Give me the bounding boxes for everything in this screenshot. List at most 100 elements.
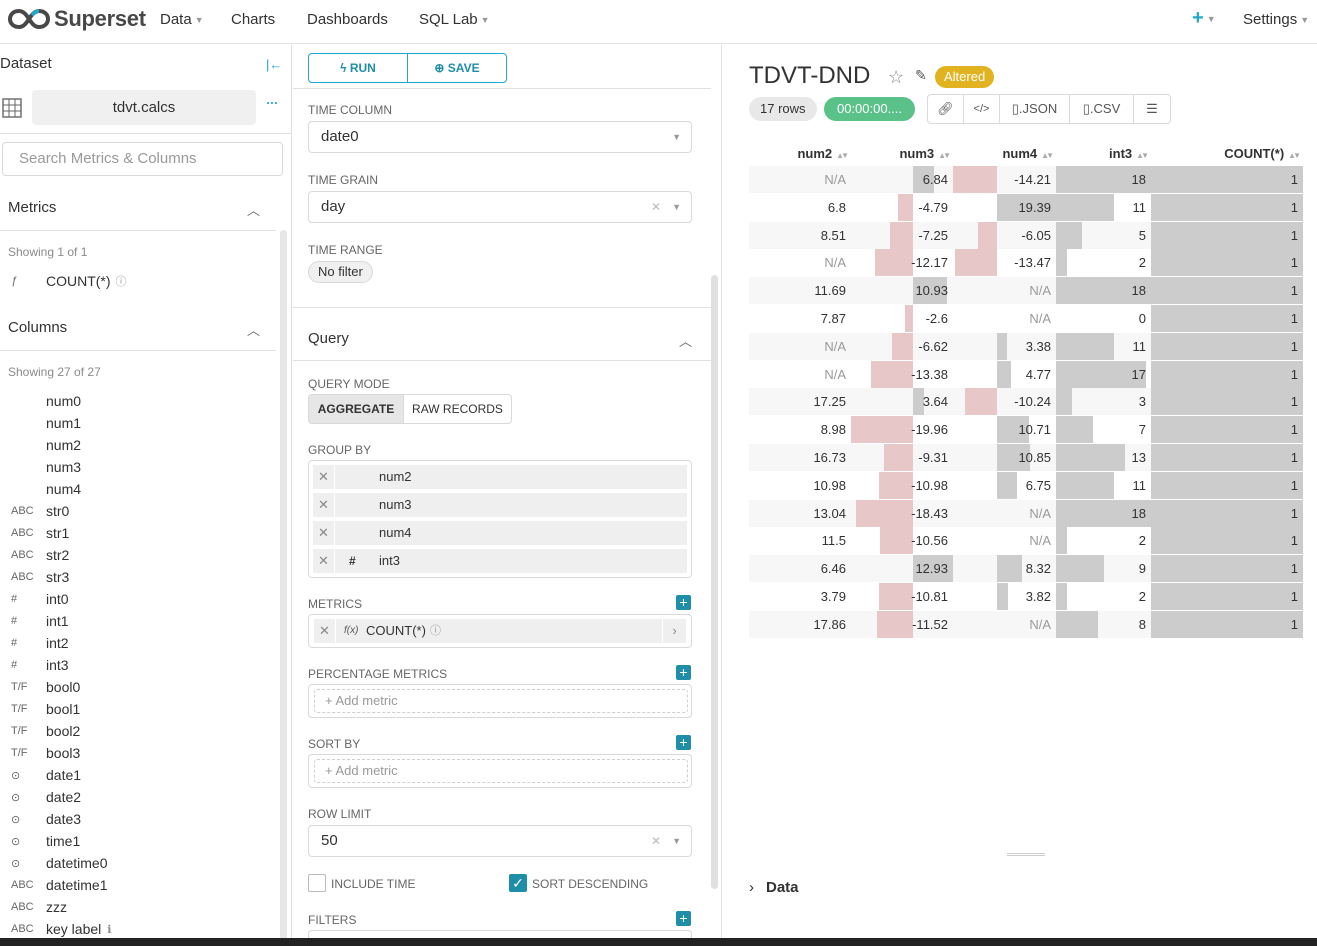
chevron-up-icon[interactable]: ︿ [247,323,261,338]
raw-records-mode-button[interactable]: RAW RECORDS [403,394,512,424]
export-csv-button[interactable]: ▯.CSV [1070,95,1134,123]
time-range-pill[interactable]: No filter [308,261,373,283]
add-metric-placeholder[interactable]: + Add metric [314,759,688,783]
column-item[interactable]: ⊙ time1 [8,830,80,852]
save-button[interactable]: ⊕ SAVE [407,53,507,83]
column-item[interactable]: ABC datetime1 [8,874,107,896]
metric-chip[interactable]: ✕ f(x) COUNT(*) ⓘ › [314,619,686,643]
data-section-toggle[interactable]: › Data [749,879,799,896]
percentage-metrics-box[interactable]: + Add metric [308,684,692,718]
export-json-button[interactable]: ▯.JSON [1000,95,1070,123]
column-item[interactable]: ⊙ date1 [8,764,81,786]
row-limit-select[interactable]: 50 ✕ ▼ [308,825,692,857]
column-item[interactable]: num4 [8,478,81,500]
superset-logo[interactable]: Superset [8,5,146,33]
clear-icon[interactable]: ✕ [650,834,661,848]
column-item[interactable]: T/F bool2 [8,720,80,742]
cell-bar [1056,555,1104,583]
remove-icon[interactable]: ✕ [313,549,335,573]
scrollbar[interactable] [711,275,718,889]
link-icon[interactable]: 🔗︎ [928,95,964,123]
group-by-chip[interactable]: ✕ # int3 [313,549,687,573]
nav-sqllab[interactable]: SQL Lab ▼ [419,11,490,28]
aggregate-mode-button[interactable]: AGGREGATE [308,394,404,424]
columns-section-title[interactable]: Columns [8,319,68,336]
resize-handle[interactable] [1007,853,1045,856]
chevron-up-icon[interactable]: ︿ [679,334,693,349]
remove-icon[interactable]: ✕ [313,521,335,545]
info-icon[interactable]: ℹ [107,923,112,936]
column-item[interactable]: num3 [8,456,81,478]
remove-icon[interactable]: ✕ [313,465,335,489]
question-circle-icon[interactable]: ⓘ [115,276,127,288]
column-item[interactable]: ⊙ date3 [8,808,81,830]
column-item[interactable]: T/F bool3 [8,742,80,764]
run-button[interactable]: ϟ RUN [308,53,408,83]
column-item[interactable]: ABC str1 [8,522,69,544]
column-header[interactable]: num4 ▲▼ [953,142,1056,166]
table-row: N/A -13.38 4.77 17 1 [749,360,1303,389]
column-header[interactable]: int3 ▲▼ [1056,142,1151,166]
chevron-right-icon[interactable]: › [662,619,686,643]
column-header[interactable]: num3 ▲▼ [851,142,953,166]
menu-icon[interactable]: ☰ [1146,101,1158,116]
add-metric-placeholder[interactable]: + Add metric [314,689,688,713]
column-item[interactable]: ABC key label ℹ [8,918,111,938]
chart-title[interactable]: TDVT-DND [749,62,871,89]
time-grain-select[interactable]: day ✕ ▼ [308,191,692,223]
edit-icon[interactable]: ✎ [915,67,927,83]
remove-icon[interactable]: ✕ [313,493,335,517]
time-column-select[interactable]: date0 ▼ [308,121,692,153]
embed-code-icon[interactable]: </> [964,95,1000,123]
column-item[interactable]: T/F bool1 [8,698,80,720]
metrics-section-title[interactable]: Metrics [8,199,57,216]
chevron-up-icon[interactable]: ︿ [247,203,261,218]
add-pct-metric-plus-icon[interactable]: + [676,665,691,680]
metrics-box[interactable]: ✕ f(x) COUNT(*) ⓘ › [308,614,692,648]
column-item[interactable]: ABC zzz [8,896,67,918]
column-item[interactable]: num0 [8,390,81,412]
group-by-chip[interactable]: ✕ num3 [313,493,687,517]
nav-data[interactable]: Data ▼ [160,11,204,28]
column-item[interactable]: # int1 [8,610,69,632]
nav-dashboards[interactable]: Dashboards [307,11,388,28]
dataset-name[interactable]: tdvt.calcs [32,90,256,125]
dataset-menu-icon[interactable]: ··· [265,92,279,112]
collapse-panel-icon[interactable]: |← [266,57,283,72]
altered-badge[interactable]: Altered [935,66,995,88]
remove-icon[interactable]: ✕ [314,619,336,643]
column-item[interactable]: T/F bool0 [8,676,80,698]
column-header[interactable]: COUNT(*) ▲▼ [1151,142,1303,166]
star-icon[interactable]: ☆ [888,67,905,87]
new-plus-button[interactable]: + ▼ [1192,7,1216,30]
query-section-title[interactable]: Query [308,330,349,347]
group-by-chip[interactable]: ✕ num2 [313,465,687,489]
column-item[interactable]: # int2 [8,632,69,654]
column-item[interactable]: num1 [8,412,81,434]
group-by-box[interactable]: ✕ num2 ✕ num3 ✕ num4 ✕ # int3 [308,460,692,578]
column-header[interactable]: num2 ▲▼ [749,142,851,166]
clear-icon[interactable]: ✕ [650,200,661,214]
add-sort-plus-icon[interactable]: + [676,735,691,750]
column-item[interactable]: # int3 [8,654,69,676]
nav-settings[interactable]: Settings ▼ [1243,11,1309,28]
include-time-checkbox[interactable] [308,874,326,892]
column-item[interactable]: ABC str3 [8,566,69,588]
add-filter-plus-icon[interactable]: + [676,911,691,926]
sort-by-box[interactable]: + Add metric [308,754,692,788]
nav-charts[interactable]: Charts [231,11,276,28]
column-item[interactable]: ⊙ datetime0 [8,852,107,874]
column-item[interactable]: ⊙ date2 [8,786,81,808]
add-metric-plus-icon[interactable]: + [676,595,691,610]
question-circle-icon[interactable]: ⓘ [430,625,441,637]
sort-descending-checkbox[interactable]: ✓ [509,874,527,892]
metric-item[interactable]: ƒ COUNT(*) ⓘ [8,270,127,292]
column-item[interactable]: # int0 [8,588,69,610]
column-item[interactable]: ABC str0 [8,500,69,522]
scrollbar[interactable] [280,230,287,938]
column-item[interactable]: ABC str2 [8,544,69,566]
search-metrics-input[interactable]: Search Metrics & Columns [2,142,283,176]
column-item[interactable]: num2 [8,434,81,456]
group-by-chip[interactable]: ✕ num4 [313,521,687,545]
filters-box[interactable] [308,930,692,938]
